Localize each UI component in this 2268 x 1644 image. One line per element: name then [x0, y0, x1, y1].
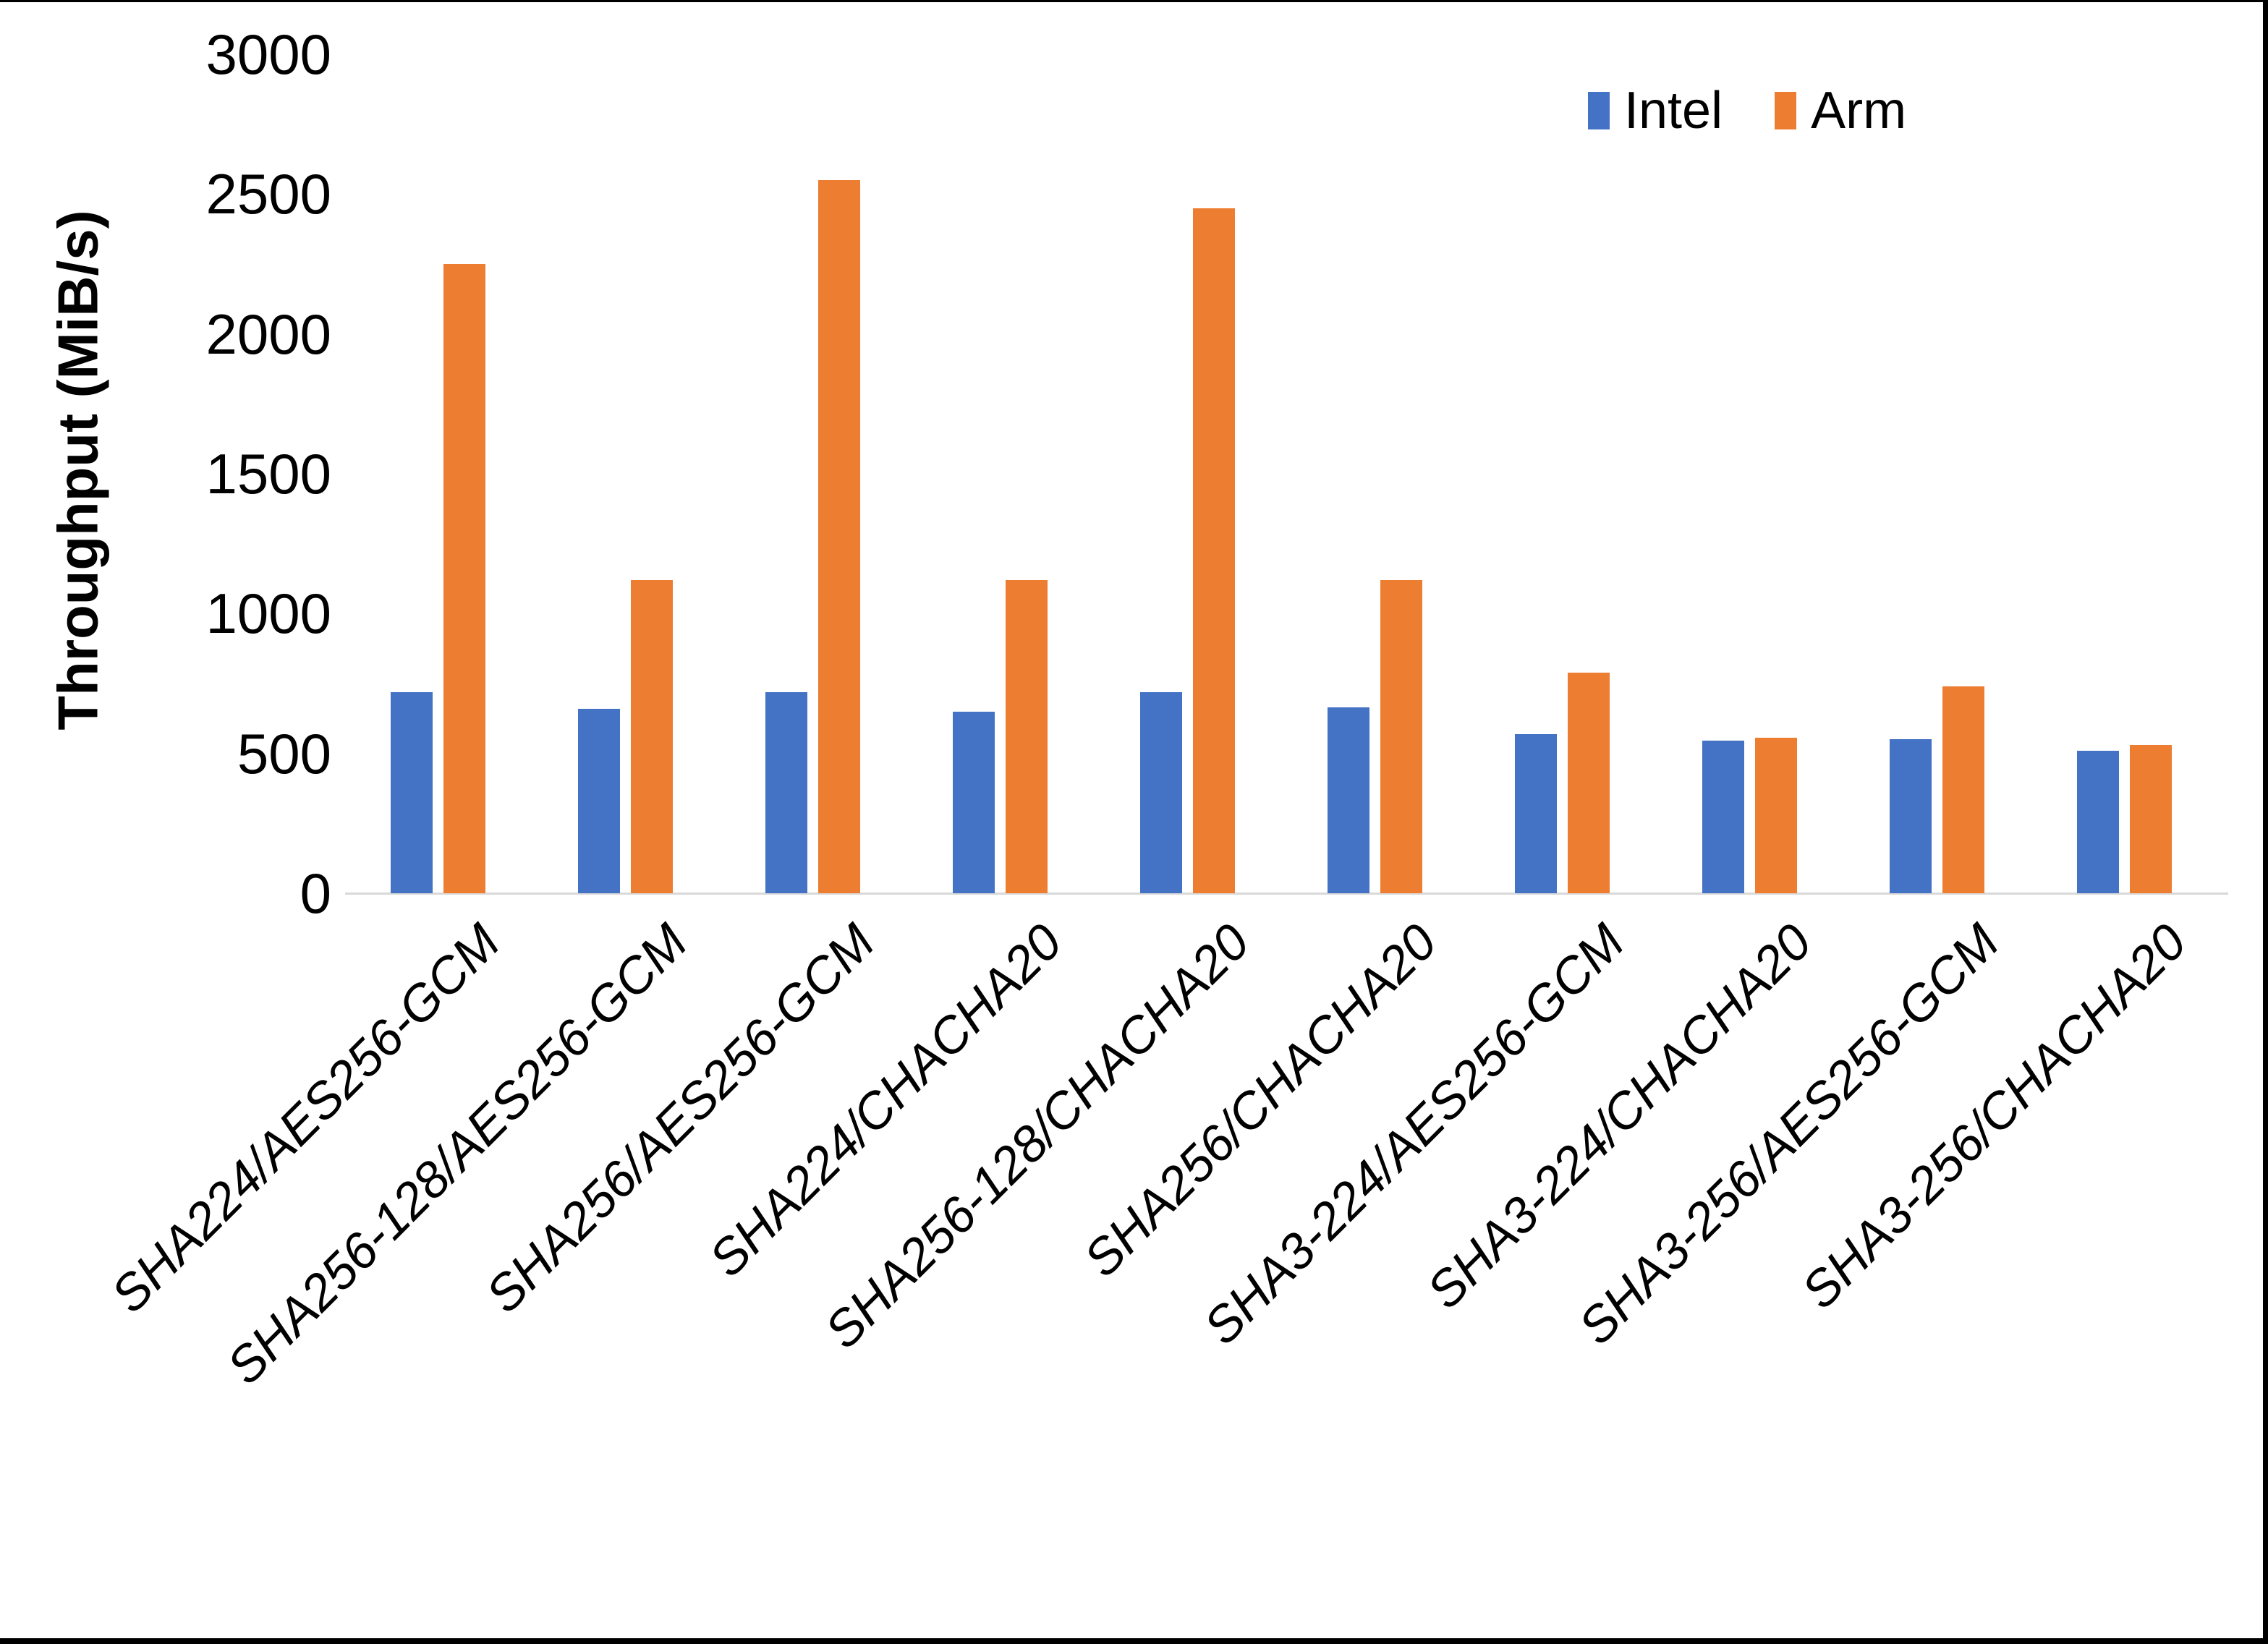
y-axis-tick-label: 2500	[205, 162, 331, 226]
legend: Intel Arm	[1588, 81, 1906, 140]
bar-intel-2	[578, 709, 620, 893]
bar-arm-7	[1568, 673, 1610, 893]
figure-border-right	[2263, 0, 2268, 1644]
x-axis-category-label: SHA224/CHACHA20	[698, 913, 1073, 1288]
legend-swatch-intel-icon	[1588, 92, 1610, 129]
bar-intel-4	[953, 712, 995, 893]
bar-arm-6	[1380, 580, 1422, 893]
x-axis-line	[345, 893, 2228, 895]
x-axis-category-label: SHA224/AES256-GCM	[101, 913, 511, 1324]
legend-item-intel: Intel	[1588, 81, 1723, 140]
x-axis-category-label: SHA256/AES256-GCM	[475, 913, 885, 1324]
figure-border-bottom	[0, 1638, 2268, 1644]
bar-arm-10	[2130, 745, 2172, 893]
legend-label-arm: Arm	[1811, 82, 1907, 140]
legend-swatch-arm-icon	[1775, 92, 1797, 129]
x-axis-category-label: SHA256/CHACHA20	[1073, 913, 1448, 1288]
bar-arm-9	[1942, 686, 1984, 893]
bar-intel-7	[1515, 734, 1557, 893]
y-axis-tick-label: 2000	[205, 302, 331, 366]
bar-intel-8	[1702, 741, 1744, 893]
bar-arm-1	[443, 264, 485, 893]
legend-item-arm: Arm	[1775, 81, 1906, 140]
figure-border-top	[0, 0, 2268, 2]
x-axis-category-label: SHA3-224/CHACHA20	[1416, 913, 1822, 1320]
bar-arm-5	[1193, 208, 1235, 893]
y-axis-tick-label: 1000	[205, 582, 331, 646]
bar-arm-4	[1006, 580, 1048, 893]
bar-intel-3	[765, 692, 807, 893]
bar-arm-3	[818, 180, 860, 893]
bar-intel-1	[391, 692, 433, 893]
bar-arm-2	[631, 580, 673, 893]
x-axis-category-label: SHA3-256/CHACHA20	[1791, 913, 2197, 1320]
bar-intel-6	[1328, 707, 1369, 893]
bar-intel-5	[1140, 692, 1182, 893]
y-axis-tick-label: 0	[300, 861, 331, 925]
bar-intel-10	[2077, 751, 2119, 893]
y-axis-tick-label: 500	[237, 721, 331, 785]
bar-intel-9	[1890, 739, 1932, 893]
legend-label-intel: Intel	[1624, 82, 1723, 140]
bar-arm-8	[1755, 738, 1797, 893]
y-axis-tick-label: 1500	[205, 442, 331, 506]
y-axis-tick-label: 3000	[205, 22, 331, 86]
